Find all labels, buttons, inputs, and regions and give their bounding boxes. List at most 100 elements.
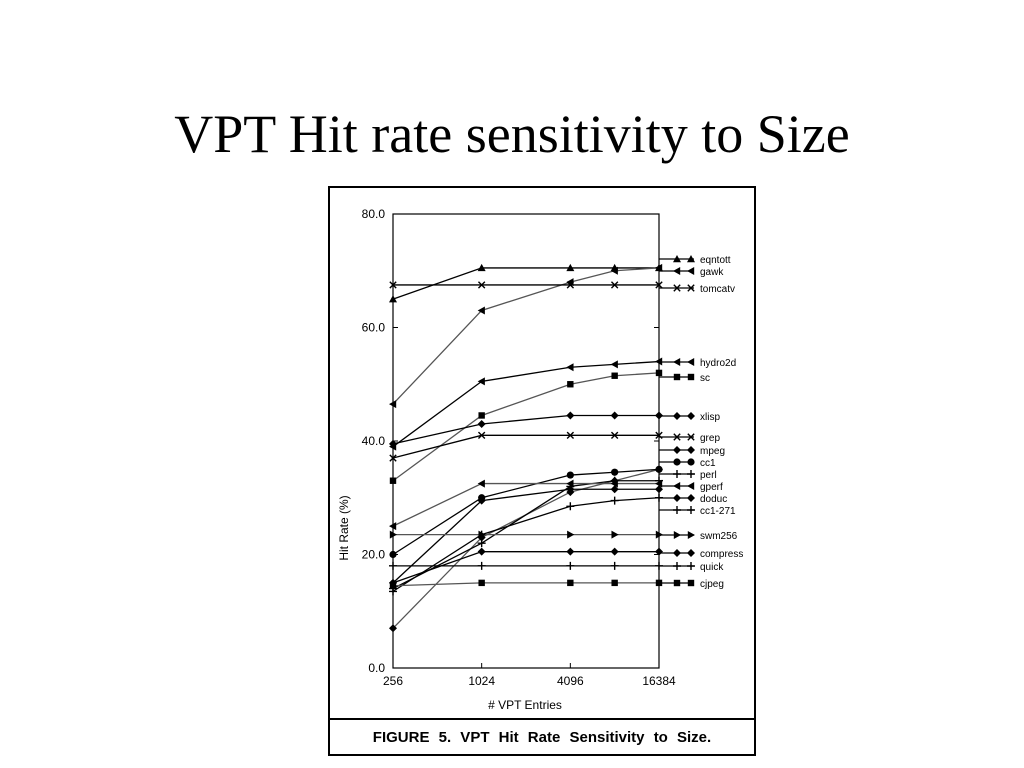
data-point (655, 485, 663, 494)
legend-item: gawk (659, 267, 724, 278)
data-point (389, 624, 397, 633)
data-point (389, 400, 397, 409)
legend-label: cc1 (700, 458, 716, 469)
legend-marker (687, 506, 695, 514)
legend-marker (687, 579, 695, 587)
data-point (566, 281, 575, 289)
series-line (392, 482, 659, 527)
series-cc1 (389, 465, 663, 559)
legend-marker (673, 358, 681, 366)
series-line (392, 434, 659, 459)
data-point (610, 496, 619, 505)
legend-label: compress (700, 549, 743, 560)
legend-marker (687, 358, 695, 366)
data-point (611, 468, 619, 476)
legend-marker (673, 458, 681, 466)
data-point (610, 431, 619, 440)
series-quick (389, 561, 663, 570)
data-point (566, 363, 574, 372)
legend-item: hydro2d (659, 358, 736, 369)
data-point (477, 496, 486, 505)
legend-label: quick (700, 562, 724, 573)
data-point (567, 530, 575, 539)
series-line (392, 582, 659, 587)
data-point (477, 539, 486, 548)
legend-item: quick (659, 562, 724, 573)
y-tick-label: 0.0 (368, 661, 385, 675)
x-tick-label: 1024 (468, 674, 495, 688)
legend-marker (687, 562, 695, 570)
legend-marker (687, 470, 695, 478)
data-point (389, 561, 397, 570)
data-point (478, 579, 485, 587)
legend-label: tomcatv (700, 284, 735, 295)
legend-marker (673, 373, 681, 381)
legend-marker (673, 470, 681, 478)
legend-item: gperf (659, 482, 723, 493)
legend-item: doduc (659, 494, 727, 505)
legend-marker (687, 267, 695, 275)
data-point (610, 360, 618, 369)
legend-marker (673, 433, 681, 441)
x-tick-label: 4096 (557, 674, 584, 688)
data-point (477, 479, 485, 488)
data-point (566, 263, 575, 272)
x-axis-label: # VPT Entries (488, 698, 562, 712)
data-point (477, 263, 486, 272)
data-point (566, 485, 575, 494)
series-line (392, 551, 659, 584)
series-xlisp (389, 411, 663, 448)
data-point (389, 530, 397, 539)
slide-title: VPT Hit rate sensitivity to Size (174, 104, 850, 164)
y-tick-label: 40.0 (362, 434, 386, 448)
data-point (655, 263, 663, 272)
series-line (392, 372, 660, 482)
plot-frame (392, 213, 660, 669)
legend-label: cc1-271 (700, 506, 736, 517)
x-tick-label: 16384 (642, 674, 676, 688)
figure-caption: FIGURE 5. VPT Hit Rate Sensitivity to Si… (330, 718, 754, 754)
series-sc (389, 369, 663, 484)
legend-marker (687, 494, 695, 502)
data-point (566, 431, 575, 440)
data-point (567, 579, 574, 587)
legend-item: xlisp (659, 412, 720, 423)
data-point (655, 579, 663, 587)
data-point (389, 582, 397, 589)
data-point (566, 502, 575, 511)
legend-marker (687, 433, 695, 441)
series-line (392, 267, 660, 405)
legend-label: eqntott (700, 255, 731, 266)
series-line (392, 267, 659, 300)
data-point (610, 547, 619, 556)
series-doduc (389, 485, 663, 587)
plot-area: 0.0 20.0 40.0 60.0 80.0 256 1024 4096 16384 (362, 207, 676, 688)
series-line (392, 468, 660, 556)
series-line (392, 414, 659, 445)
legend-label: hydro2d (700, 358, 736, 369)
legend-item: swm256 (659, 531, 738, 542)
series-hydro2d (389, 357, 663, 451)
data-point (389, 281, 397, 289)
series-group (389, 263, 663, 633)
data-point (610, 479, 618, 488)
legend-label: gawk (700, 267, 724, 278)
series-tomcatv (389, 281, 663, 289)
data-point (610, 281, 619, 289)
data-point (655, 357, 663, 366)
data-point (611, 579, 618, 587)
data-point (655, 281, 663, 289)
legend-marker (687, 549, 695, 557)
legend-marker (673, 506, 681, 514)
data-point (477, 547, 486, 556)
data-point (477, 281, 486, 289)
series-grep (389, 431, 663, 462)
data-point (610, 411, 619, 420)
data-point (389, 439, 397, 448)
data-point (566, 547, 575, 556)
y-tick-label: 20.0 (362, 548, 386, 562)
legend-label: perl (700, 470, 717, 481)
legend-marker (673, 579, 681, 587)
data-point (566, 479, 574, 488)
legend-marker (673, 562, 681, 570)
